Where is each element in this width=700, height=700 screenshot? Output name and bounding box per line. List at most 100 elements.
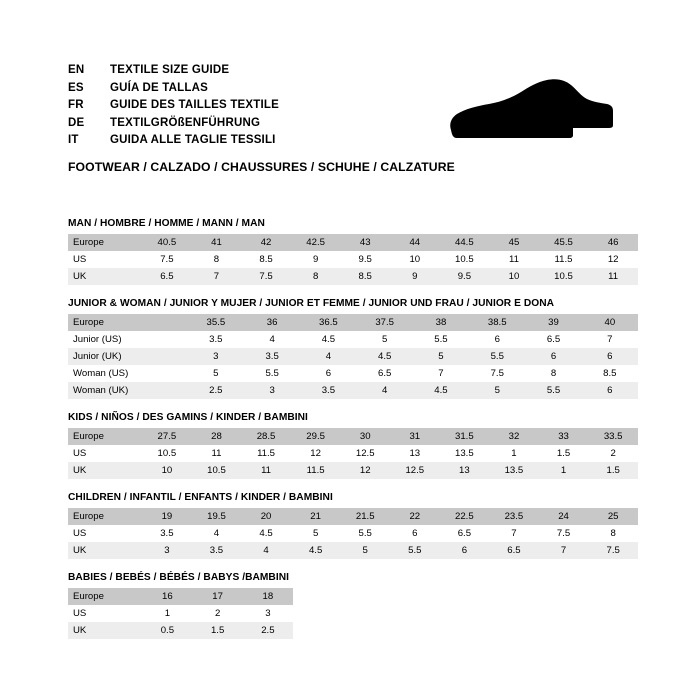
row-label: Junior (US) [68,331,188,348]
size-table: Europe 16 17 18 US 1 2 3 UK 0.5 1.5 2.5 [68,588,293,639]
row-label: US [68,605,143,622]
size-cell: 3 [243,382,301,399]
row-label: Europe [68,588,143,605]
size-cell: 8 [191,251,242,268]
size-cell: 30 [340,428,390,445]
size-cell: 3 [142,542,192,559]
size-table-title: KIDS / NIÑOS / DES GAMINS / KINDER / BAM… [68,412,308,423]
language-title: TEXTILE SIZE GUIDE [110,64,230,76]
size-cell: 5 [412,348,470,365]
size-cell: 12 [290,445,341,462]
size-cell: 5 [187,365,244,382]
size-cell: 6 [525,348,582,365]
size-cell: 33 [538,428,589,445]
size-cell: 11 [489,251,539,268]
language-row: DE TEXTILGRÖßENFÜHRUNG [68,115,628,133]
size-cell: 7.5 [538,525,589,542]
row-label: US [68,525,143,542]
row-label: US [68,251,143,268]
size-cell: 4.5 [290,542,341,559]
size-cell: 44.5 [439,234,490,251]
size-cell: 27.5 [142,428,192,445]
size-cell: 40.5 [142,234,192,251]
size-table-title: MAN / HOMBRE / HOMME / MANN / MAN [68,218,265,229]
row-label: UK [68,462,143,479]
size-cell: 4.5 [356,348,413,365]
size-cell: 10 [489,268,539,285]
size-table-block: JUNIOR & WOMAN / JUNIOR Y MUJER / JUNIOR… [68,298,638,399]
size-cell: 17 [192,588,243,605]
size-cell: 13.5 [489,462,539,479]
size-cell: 1 [538,462,589,479]
size-cell: 33.5 [588,428,638,445]
size-cell: 45 [489,234,539,251]
size-cell: 12.5 [390,462,440,479]
size-cell: 2.5 [242,622,293,639]
size-cell: 10 [390,251,440,268]
size-cell: 13 [390,445,440,462]
row-label: Europe [68,428,143,445]
language-code: EN [68,64,85,76]
size-cell: 6 [390,525,440,542]
size-cell: 5.5 [469,348,526,365]
size-cell: 5 [340,542,390,559]
table-row: Junior (US) 3.5 4 4.5 5 5.5 6 6.5 7 [68,331,638,348]
size-cell: 10.5 [191,462,242,479]
size-cell: 9.5 [340,251,390,268]
size-cell: 31.5 [439,428,490,445]
size-cell: 11 [588,268,638,285]
table-row: Woman (UK) 2.5 3 3.5 4 4.5 5 5.5 6 [68,382,638,399]
size-cell: 22.5 [439,508,490,525]
size-cell: 6 [581,382,638,399]
language-title-list: EN TEXTILE SIZE GUIDE ES GUÍA DE TALLAS FR GU… [68,62,628,150]
size-cell: 6.5 [142,268,192,285]
size-cell: 19.5 [191,508,242,525]
table-row: UK 10 10.5 11 11.5 12 12.5 13 13.5 1 1.5 [68,462,638,479]
row-label: Europe [68,314,188,331]
size-cell: 0.5 [142,622,193,639]
size-cell: 3.5 [300,382,357,399]
size-cell: 13.5 [439,445,490,462]
size-table-block: MAN / HOMBRE / HOMME / MANN / MAN Europe 4… [68,218,638,285]
size-guide-header: EN TEXTILE SIZE GUIDE ES GUÍA DE TALLAS FR GU… [68,62,628,174]
size-cell: 5.5 [412,331,470,348]
language-row: IT GUIDA ALLE TAGLIE TESSILI [68,132,628,150]
size-cell: 21.5 [340,508,390,525]
row-label: UK [68,622,143,639]
size-table-title: JUNIOR & WOMAN / JUNIOR Y MUJER / JUNIOR… [68,298,555,309]
size-table: Europe 27.5 28 28.5 29.5 30 31 31.5 32 33 33.5 US 10… [68,428,638,479]
size-cell: 20 [241,508,291,525]
size-cell: 3.5 [187,331,244,348]
language-code: IT [68,134,79,147]
row-label: Woman (UK) [68,382,188,399]
size-cell: 1.5 [588,462,638,479]
size-cell: 12 [588,251,638,268]
row-label: Europe [68,234,143,251]
size-cell: 41 [191,234,242,251]
size-cell: 45.5 [538,234,589,251]
size-cell: 6 [300,365,357,382]
size-cell: 10.5 [439,251,490,268]
size-cell: 2 [192,605,243,622]
size-cell: 37.5 [356,314,413,331]
size-cell: 6.5 [356,365,413,382]
size-cell: 4.5 [300,331,357,348]
size-cell: 6 [439,542,490,559]
size-cell: 4 [243,331,301,348]
size-cell: 7 [489,525,539,542]
size-cell: 36 [243,314,301,331]
size-cell: 8 [525,365,582,382]
size-cell: 8.5 [241,251,291,268]
size-cell: 35.5 [187,314,244,331]
size-cell: 10.5 [142,445,192,462]
size-cell: 10.5 [538,268,589,285]
table-row: US 3.5 4 4.5 5 5.5 6 6.5 7 7.5 8 [68,525,638,542]
size-cell: 6.5 [489,542,539,559]
size-cell: 8.5 [340,268,390,285]
dress-shoe-icon [445,78,615,148]
size-cell: 2 [588,445,638,462]
size-table-block: KIDS / NIÑOS / DES GAMINS / KINDER / BAM… [68,412,638,479]
size-tables-container: MAN / HOMBRE / HOMME / MANN / MAN Europe 4… [68,218,638,652]
language-title: TEXTILGRÖßENFÜHRUNG [110,116,261,129]
